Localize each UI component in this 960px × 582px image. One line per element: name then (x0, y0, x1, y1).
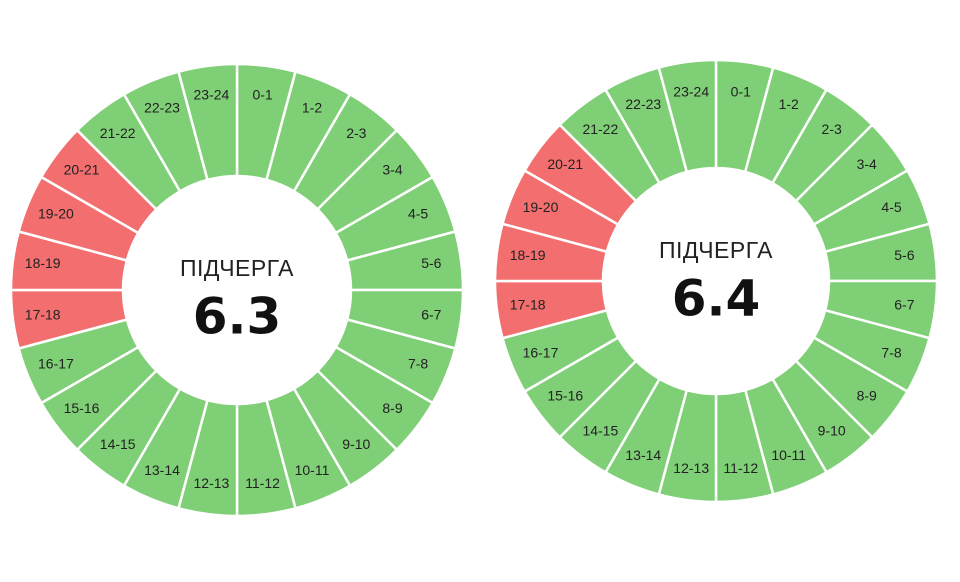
hour-label: 18-19 (510, 247, 546, 263)
hour-label: 21-22 (582, 121, 618, 137)
hour-label: 23-24 (194, 86, 230, 102)
schedule-wheel-6-4: 0-1 1-2 2-3 3-4 4-5 5-6 6-7 7-8 8-9 9-10 10-11 11-1… (493, 58, 939, 504)
hour-label: 19-20 (523, 199, 559, 215)
hour-label: 12-13 (194, 475, 230, 491)
center-value: 6.4 (672, 270, 761, 328)
hour-label: 9-10 (342, 436, 370, 452)
hour-label: 23-24 (673, 83, 709, 99)
hour-label: 8-9 (382, 400, 402, 416)
hour-label: 1-2 (302, 100, 322, 116)
hour-label: 1-2 (779, 96, 799, 112)
center-title: ПІДЧЕРГА (180, 255, 294, 281)
hour-label: 20-21 (64, 161, 100, 177)
hour-label: 3-4 (382, 161, 402, 177)
hour-label: 5-6 (894, 247, 914, 263)
hour-label: 10-11 (295, 462, 330, 478)
hour-label: 6-7 (894, 297, 914, 313)
hour-label: 4-5 (408, 206, 428, 222)
hour-label: 21-22 (100, 125, 136, 141)
hour-label: 15-16 (64, 400, 100, 416)
wheel-svg: 0-1 1-2 2-3 3-4 4-5 5-6 6-7 7-8 8-9 9-10 10-11 11-1… (9, 62, 465, 518)
center-title: ПІДЧЕРГА (659, 237, 773, 263)
hour-segment-23-24 (657, 58, 718, 174)
hour-label: 11-12 (723, 460, 758, 476)
schedule-wheel-6-3: 0-1 1-2 2-3 3-4 4-5 5-6 6-7 7-8 8-9 9-10 10-11 11-1… (9, 62, 465, 518)
hour-label: 13-14 (144, 462, 180, 478)
hour-label: 16-17 (523, 344, 559, 360)
hour-label: 13-14 (625, 447, 661, 463)
hour-label: 16-17 (38, 356, 74, 372)
center-value: 6.3 (193, 288, 282, 346)
hour-label: 11-12 (245, 475, 280, 491)
hour-label: 12-13 (673, 460, 709, 476)
hour-label: 2-3 (346, 125, 366, 141)
wheel-svg: 0-1 1-2 2-3 3-4 4-5 5-6 6-7 7-8 8-9 9-10 10-11 11-1… (493, 58, 939, 504)
hour-label: 7-8 (408, 356, 428, 372)
hour-label: 14-15 (100, 436, 136, 452)
hour-label: 18-19 (25, 255, 61, 271)
hour-label: 8-9 (857, 387, 877, 403)
hour-label: 15-16 (547, 387, 583, 403)
hour-label: 14-15 (582, 422, 618, 438)
hour-label: 7-8 (881, 344, 901, 360)
hour-label: 17-18 (510, 297, 546, 313)
hour-label: 2-3 (822, 121, 842, 137)
hour-label: 20-21 (547, 156, 583, 172)
hour-label: 9-10 (818, 422, 846, 438)
hour-label: 6-7 (421, 306, 441, 322)
hour-label: 5-6 (421, 255, 441, 271)
hour-label: 3-4 (857, 156, 877, 172)
hour-label: 0-1 (731, 83, 751, 99)
hour-label: 22-23 (144, 100, 180, 116)
hour-label: 4-5 (881, 199, 901, 215)
hour-label: 17-18 (25, 306, 61, 322)
hour-label: 19-20 (38, 206, 74, 222)
hour-label: 0-1 (252, 86, 272, 102)
hour-label: 22-23 (625, 96, 661, 112)
hour-label: 10-11 (771, 447, 806, 463)
hour-segment-23-24 (176, 62, 239, 182)
